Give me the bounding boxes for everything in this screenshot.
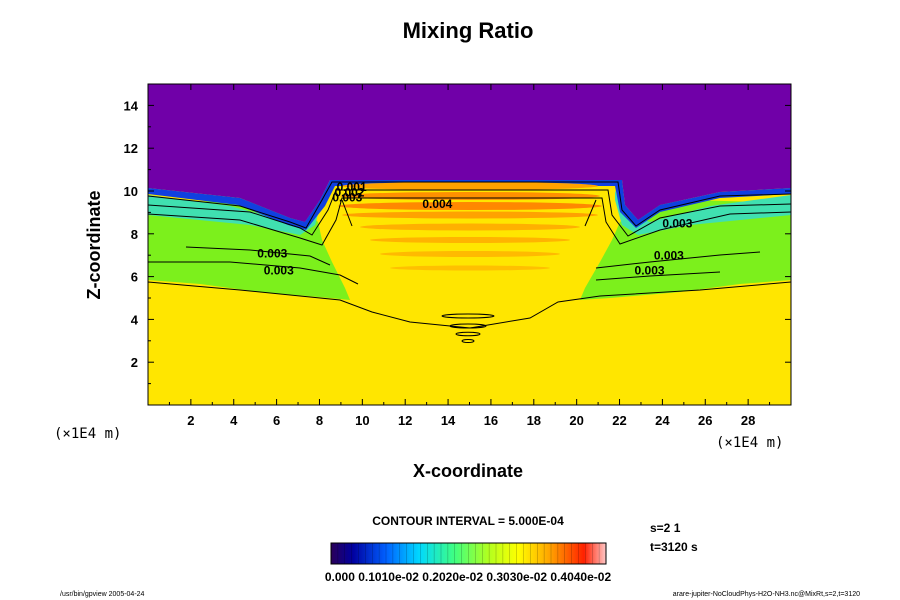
footer-left: /usr/bin/gpview 2005-04-24 [60, 591, 145, 598]
field-upper-purple [148, 84, 791, 222]
contour-label: 0.003 [635, 263, 665, 277]
chart-title: Mixing Ratio [403, 18, 534, 43]
contour-label: 0.003 [264, 263, 294, 277]
s-label: s=2 1 [650, 521, 681, 535]
x-tick-label: 16 [484, 413, 498, 428]
x-tick-label: 26 [698, 413, 712, 428]
field-cyan-band-left [148, 190, 322, 235]
x-tick-label: 24 [655, 413, 670, 428]
y-tick-label: 2 [131, 355, 138, 370]
x-tick-label: 2 [187, 413, 194, 428]
x-tick-label: 4 [230, 413, 238, 428]
y-tick-label: 12 [124, 141, 138, 156]
y-tick-label: 4 [131, 312, 139, 327]
x-tick-label: 18 [527, 413, 541, 428]
x-tick-label: 20 [569, 413, 583, 428]
colorbar [330, 542, 607, 565]
x-tick-label: 10 [355, 413, 369, 428]
field-blue-transition [148, 180, 791, 230]
x-tick-label: 28 [741, 413, 755, 428]
x-axis-ticks: 2 4 6 8 10 12 14 16 18 20 22 24 26 28 [168, 84, 771, 428]
x-tick-label: 6 [273, 413, 280, 428]
y-tick-label: 8 [131, 227, 138, 242]
contour-label: 0.001 [337, 180, 367, 194]
z-axis-unit: (×1E4 m) [54, 426, 121, 442]
contour-interval-text: CONTOUR INTERVAL = 5.000E-04 [372, 514, 564, 528]
x-tick-label: 14 [441, 413, 456, 428]
x-axis-label: X-coordinate [413, 461, 523, 481]
x-tick-label: 12 [398, 413, 412, 428]
x-axis-unit: (×1E4 m) [716, 435, 783, 451]
core-orange-bands [338, 182, 602, 271]
contour-label: 0.004 [422, 197, 452, 211]
y-tick-label: 10 [124, 184, 138, 199]
t-label: t=3120 s [650, 540, 698, 554]
contour-lines [148, 181, 791, 343]
contour-label: 0.003 [332, 191, 362, 205]
y-axis-label: Z-coordinate [84, 190, 104, 299]
colorbar-ticks [337, 543, 600, 564]
contour-label: 0.002 [334, 185, 364, 199]
y-axis-ticks: 2 4 6 8 10 12 14 [124, 98, 791, 385]
x-tick-label: 22 [612, 413, 626, 428]
field-cyan-band-right [615, 190, 791, 235]
contour-label: 0.003 [257, 246, 287, 260]
footer-right: arare-jupiter-NoCloudPhys-H2O-NH3.nc@Mix… [673, 591, 860, 598]
contour-field [148, 84, 791, 405]
y-tick-label: 6 [131, 270, 138, 285]
contour-label: 0.003 [662, 216, 692, 230]
y-tick-label: 14 [124, 98, 139, 113]
x-tick-label: 8 [316, 413, 323, 428]
contour-label: 0.003 [654, 248, 684, 262]
colorbar-labels: 0.000 0.1010e-02 0.2020e-02 0.3030e-02 0… [325, 570, 612, 584]
